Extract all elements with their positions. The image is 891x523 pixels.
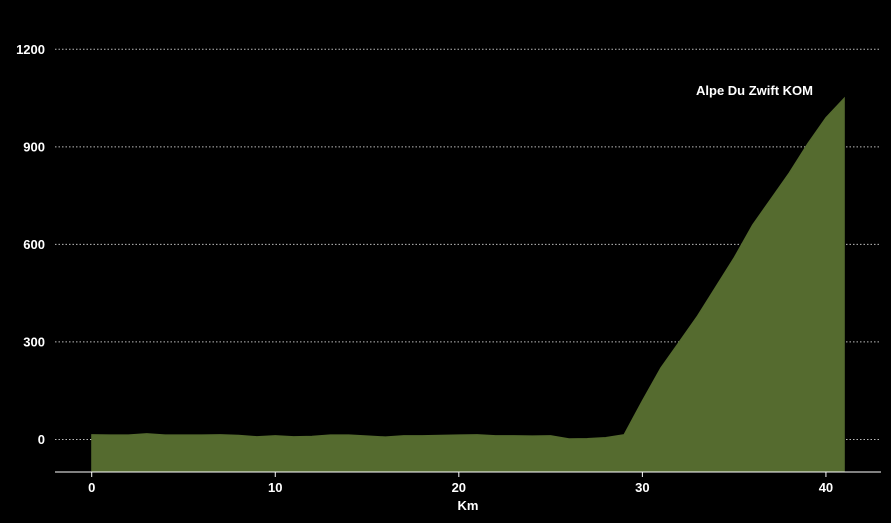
- axis-layer: 0 300 600 900 1200 0 10 20 30 40: [16, 42, 881, 495]
- area-layer: [91, 96, 845, 473]
- label-layer: Km Alpe Du Zwift KOM: [458, 83, 813, 513]
- x-tick-label-40: 40: [819, 480, 833, 495]
- y-tick-label-0: 0: [38, 432, 45, 447]
- elevation-area: [91, 96, 845, 473]
- y-tick-label-600: 600: [23, 237, 45, 252]
- x-axis-title: Km: [458, 498, 479, 513]
- y-tick-label-1200: 1200: [16, 42, 45, 57]
- climb-annotation: Alpe Du Zwift KOM: [696, 83, 813, 98]
- x-tick-label-20: 20: [452, 480, 466, 495]
- y-tick-label-300: 300: [23, 334, 45, 349]
- x-tick-label-10: 10: [268, 480, 282, 495]
- y-tick-label-900: 900: [23, 139, 45, 154]
- x-tick-label-30: 30: [635, 480, 649, 495]
- x-tick-label-0: 0: [88, 480, 95, 495]
